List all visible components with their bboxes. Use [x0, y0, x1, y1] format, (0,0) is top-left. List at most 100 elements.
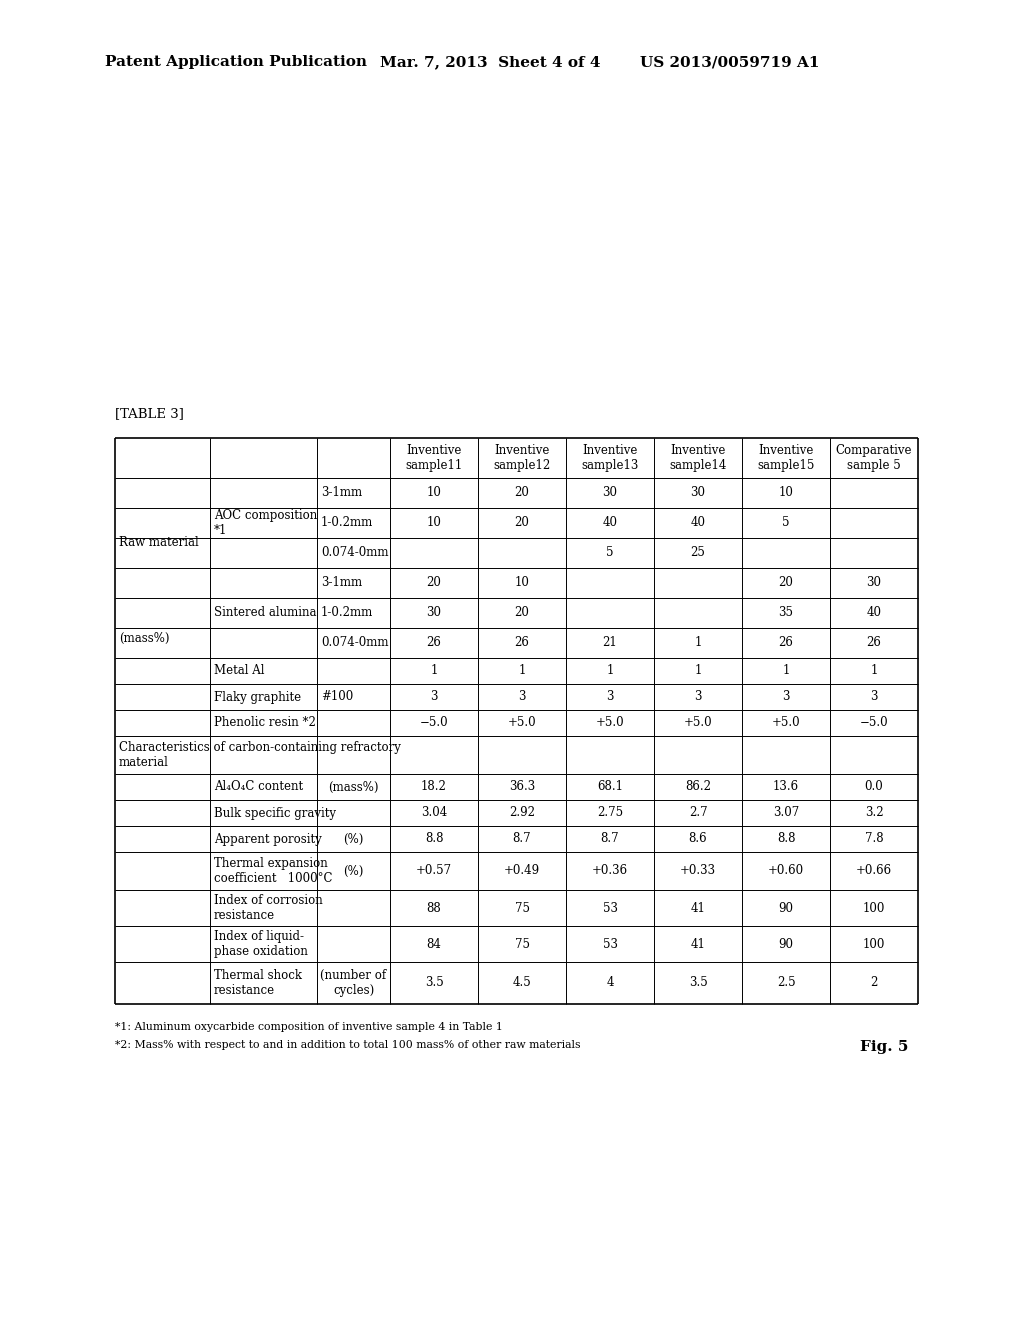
Text: 3: 3: [694, 690, 701, 704]
Text: 3: 3: [870, 690, 878, 704]
Text: 90: 90: [778, 902, 794, 915]
Text: 3: 3: [430, 690, 437, 704]
Text: 2.75: 2.75: [597, 807, 623, 820]
Text: Inventive
sample15: Inventive sample15: [758, 444, 815, 473]
Text: 3-1mm: 3-1mm: [321, 487, 362, 499]
Text: 30: 30: [427, 606, 441, 619]
Text: 4: 4: [606, 977, 613, 990]
Text: 7.8: 7.8: [864, 833, 884, 846]
Text: 3.5: 3.5: [425, 977, 443, 990]
Text: Index of liquid-
phase oxidation: Index of liquid- phase oxidation: [214, 931, 308, 958]
Text: 3: 3: [782, 690, 790, 704]
Text: Thermal expansion
coefficient   1000°C: Thermal expansion coefficient 1000°C: [214, 857, 333, 884]
Text: +0.60: +0.60: [768, 865, 804, 878]
Text: 100: 100: [863, 937, 885, 950]
Text: 41: 41: [690, 902, 706, 915]
Text: 26: 26: [866, 636, 882, 649]
Text: *2: Mass% with respect to and in addition to total 100 mass% of other raw materi: *2: Mass% with respect to and in additio…: [115, 1040, 581, 1049]
Text: 35: 35: [778, 606, 794, 619]
Text: Al₄O₄C content: Al₄O₄C content: [214, 780, 303, 793]
Text: −5.0: −5.0: [860, 717, 888, 730]
Text: *1: Aluminum oxycarbide composition of inventive sample 4 in Table 1: *1: Aluminum oxycarbide composition of i…: [115, 1022, 503, 1032]
Text: 1: 1: [606, 664, 613, 677]
Text: 2.92: 2.92: [509, 807, 535, 820]
Text: 86.2: 86.2: [685, 780, 711, 793]
Text: +0.66: +0.66: [856, 865, 892, 878]
Text: +0.33: +0.33: [680, 865, 716, 878]
Text: 10: 10: [427, 516, 441, 529]
Text: 18.2: 18.2: [421, 780, 446, 793]
Text: Inventive
sample14: Inventive sample14: [670, 444, 727, 473]
Text: 1: 1: [430, 664, 437, 677]
Text: 3.2: 3.2: [864, 807, 884, 820]
Text: 90: 90: [778, 937, 794, 950]
Text: 26: 26: [515, 636, 529, 649]
Text: (mass%): (mass%): [119, 631, 170, 644]
Text: 3.5: 3.5: [688, 977, 708, 990]
Text: 40: 40: [866, 606, 882, 619]
Text: 1: 1: [694, 664, 701, 677]
Text: 8.6: 8.6: [689, 833, 708, 846]
Text: 1: 1: [782, 664, 790, 677]
Text: 13.6: 13.6: [773, 780, 799, 793]
Text: 53: 53: [602, 937, 617, 950]
Text: Metal Al: Metal Al: [214, 664, 264, 677]
Text: 68.1: 68.1: [597, 780, 623, 793]
Text: +5.0: +5.0: [772, 717, 801, 730]
Text: −5.0: −5.0: [420, 717, 449, 730]
Text: 3.07: 3.07: [773, 807, 799, 820]
Text: [TABLE 3]: [TABLE 3]: [115, 407, 184, 420]
Text: 0.074-0mm: 0.074-0mm: [321, 546, 388, 560]
Text: +0.49: +0.49: [504, 865, 540, 878]
Text: 2.7: 2.7: [689, 807, 708, 820]
Text: 1: 1: [518, 664, 525, 677]
Text: 21: 21: [603, 636, 617, 649]
Text: (%): (%): [343, 833, 364, 846]
Text: 1: 1: [694, 636, 701, 649]
Text: 75: 75: [514, 937, 529, 950]
Text: Bulk specific gravity: Bulk specific gravity: [214, 807, 336, 820]
Text: Apparent porosity: Apparent porosity: [214, 833, 322, 846]
Text: 0.074-0mm: 0.074-0mm: [321, 636, 388, 649]
Text: 2: 2: [870, 977, 878, 990]
Text: 53: 53: [602, 902, 617, 915]
Text: +5.0: +5.0: [684, 717, 713, 730]
Text: 30: 30: [690, 487, 706, 499]
Text: 100: 100: [863, 902, 885, 915]
Text: 30: 30: [602, 487, 617, 499]
Text: 8.8: 8.8: [777, 833, 796, 846]
Text: +5.0: +5.0: [508, 717, 537, 730]
Text: 84: 84: [427, 937, 441, 950]
Text: +0.57: +0.57: [416, 865, 452, 878]
Text: (mass%): (mass%): [329, 780, 379, 793]
Text: Phenolic resin *2: Phenolic resin *2: [214, 717, 315, 730]
Text: Fig. 5: Fig. 5: [859, 1040, 908, 1053]
Text: +0.36: +0.36: [592, 865, 628, 878]
Text: +5.0: +5.0: [596, 717, 625, 730]
Text: 75: 75: [514, 902, 529, 915]
Text: US 2013/0059719 A1: US 2013/0059719 A1: [640, 55, 819, 69]
Text: (number of
cycles): (number of cycles): [321, 969, 387, 997]
Text: Inventive
sample13: Inventive sample13: [582, 444, 639, 473]
Text: 10: 10: [778, 487, 794, 499]
Text: 8.7: 8.7: [513, 833, 531, 846]
Text: 30: 30: [866, 577, 882, 590]
Text: 4.5: 4.5: [513, 977, 531, 990]
Text: Thermal shock
resistance: Thermal shock resistance: [214, 969, 302, 997]
Text: Sintered alumina: Sintered alumina: [214, 606, 316, 619]
Text: 8.8: 8.8: [425, 833, 443, 846]
Text: 10: 10: [515, 577, 529, 590]
Text: Flaky graphite: Flaky graphite: [214, 690, 301, 704]
Text: 5: 5: [606, 546, 613, 560]
Text: Comparative
sample 5: Comparative sample 5: [836, 444, 912, 473]
Text: 0.0: 0.0: [864, 780, 884, 793]
Text: 1-0.2mm: 1-0.2mm: [321, 606, 374, 619]
Text: 10: 10: [427, 487, 441, 499]
Text: Patent Application Publication: Patent Application Publication: [105, 55, 367, 69]
Text: 3: 3: [606, 690, 613, 704]
Text: Raw material: Raw material: [119, 536, 199, 549]
Text: Inventive
sample11: Inventive sample11: [406, 444, 463, 473]
Text: 40: 40: [690, 516, 706, 529]
Text: Inventive
sample12: Inventive sample12: [494, 444, 551, 473]
Text: 40: 40: [602, 516, 617, 529]
